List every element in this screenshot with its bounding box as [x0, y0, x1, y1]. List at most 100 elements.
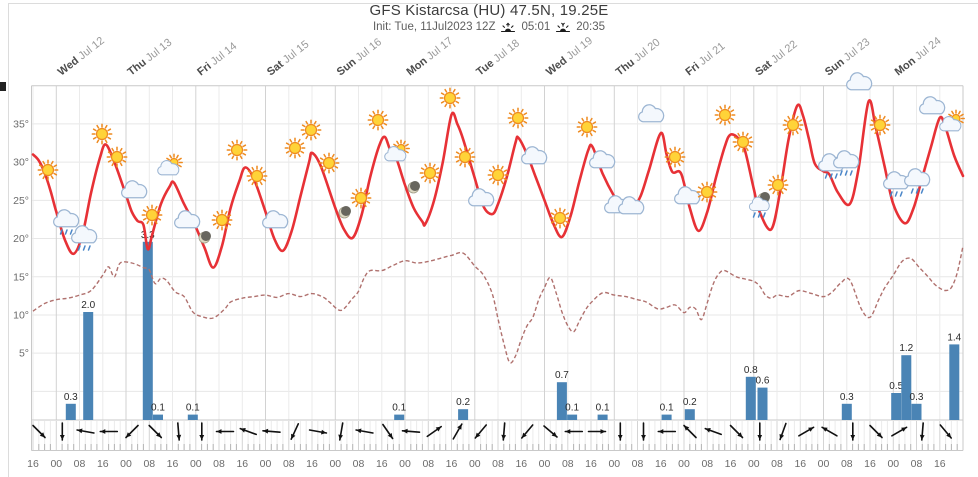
precip-value-label: 0.2: [456, 397, 470, 408]
sun-icon: [37, 159, 59, 181]
day-label: Sat Jul 15: [265, 38, 311, 78]
grid: [31, 85, 964, 451]
wind-arrow: [215, 429, 235, 434]
page-title: GFS Kistarcsa (HU) 47.5N, 19.25E: [369, 2, 609, 19]
precip-value-label: 0.2: [683, 397, 697, 408]
svg-text:Sat Jul 15: Sat Jul 15: [265, 38, 311, 78]
chart-header: GFS Kistarcsa (HU) 47.5N, 19.25E Init: T…: [0, 2, 978, 34]
hour-label: 00: [818, 458, 830, 470]
frame-top-border: [8, 3, 978, 4]
cloud-icon: [157, 160, 180, 176]
wind-arrow: [587, 429, 607, 434]
hour-label: 00: [887, 458, 899, 470]
wind-arrow: [617, 422, 623, 441]
day-label: Mon Jul 17: [404, 35, 455, 78]
sun-icon: [300, 119, 322, 141]
wind-arrow: [919, 422, 925, 441]
raindrop-icon: [64, 229, 68, 235]
sun-icon: [284, 137, 306, 159]
rain-cloud-icon: [71, 225, 98, 251]
precip-value-label: 0.1: [596, 403, 610, 414]
sun-icon: [869, 114, 891, 136]
precip-bar: [757, 387, 768, 420]
hour-label: 08: [74, 458, 86, 470]
sun-icon: [664, 146, 686, 168]
cloud-icon: [919, 96, 946, 115]
hour-label: 00: [120, 458, 132, 470]
precip-bar: [911, 403, 922, 420]
sun-icon: [576, 116, 598, 138]
sunrise-icon: [501, 22, 516, 33]
precip-bar: [661, 414, 672, 420]
sun-icon: [211, 209, 233, 231]
wind-arrow: [729, 424, 744, 439]
sun-icon: [318, 152, 340, 174]
wind-arrow: [262, 428, 281, 434]
precip-value-label: 0.3: [910, 392, 924, 403]
precip-bar: [394, 414, 405, 420]
cloud-icon: [674, 186, 701, 205]
rain-cloud-icon: [904, 168, 931, 194]
hour-label: 08: [143, 458, 155, 470]
weather-icons: [37, 72, 965, 251]
day-label: Wed Jul 12: [56, 35, 107, 79]
precip-bar: [142, 241, 153, 420]
hour-label: 16: [306, 458, 318, 470]
wind-arrow: [32, 424, 46, 439]
svg-text:Mon Jul 17: Mon Jul 17: [404, 35, 455, 78]
sun-icon: [226, 139, 248, 161]
precip-value-label: 0.1: [392, 403, 406, 414]
sun-icon: [284, 137, 306, 159]
raindrop-icon: [757, 212, 761, 218]
precip-value-label: 1.4: [947, 332, 961, 343]
sun-icon: [141, 204, 163, 226]
hour-label: 08: [841, 458, 853, 470]
wind-arrow: [850, 422, 856, 441]
precip-value-label: 0.3: [64, 392, 78, 403]
sun-icon: [767, 174, 789, 196]
sun-icon: [439, 87, 461, 109]
wind-arrow: [869, 424, 883, 439]
sun-icon: [549, 207, 571, 229]
raindrop-icon: [839, 170, 843, 176]
raindrop-icon: [829, 173, 833, 179]
cloud-icon: [638, 104, 665, 123]
hour-label: 08: [283, 458, 295, 470]
precip-value-label: 0.1: [565, 403, 579, 414]
day-label: Tue Jul 18: [474, 37, 522, 78]
raindrop-icon: [849, 170, 853, 176]
wind-arrow: [704, 427, 723, 436]
hour-label: 00: [50, 458, 62, 470]
wind-arrow: [148, 424, 163, 439]
rain-cloud-icon: [53, 209, 80, 235]
wind-arrow: [176, 422, 182, 441]
precip-value-label: 2.0: [81, 300, 95, 311]
sun-icon: [869, 114, 891, 136]
cloud-icon: [121, 180, 148, 199]
moon-icon: [407, 181, 420, 194]
wind-arrow: [657, 429, 677, 434]
wind-arrow: [779, 422, 787, 441]
precip-bar: [458, 409, 469, 420]
raindrop-icon: [87, 245, 91, 251]
hour-label: 16: [446, 458, 458, 470]
raindrop-icon: [910, 188, 914, 194]
chart-root: 5° 10° 15° 20° 25° 30° 35° Wed Jul 12 Thu Jul 13…: [13, 35, 965, 470]
wind-arrow: [239, 427, 258, 436]
y-tick-label: 25°: [13, 195, 29, 207]
precip-bar: [65, 403, 76, 420]
sun-icon: [419, 162, 441, 184]
cloud-icon: [939, 116, 962, 132]
cloud-icon: [748, 196, 770, 211]
hour-label: 16: [794, 458, 806, 470]
raindrop-icon: [824, 173, 828, 179]
moon-icon: [198, 231, 211, 244]
sun-cloud-icon: [157, 153, 183, 176]
svg-text:Thu Jul 13: Thu Jul 13: [125, 37, 174, 79]
wind-arrow: [125, 424, 139, 439]
moon-icon: [338, 206, 351, 219]
cloud-icon: [121, 180, 148, 199]
sun-icon: [732, 131, 754, 153]
chart-subtitle: Init: Tue, 11Jul2023 12Z 05:01 20:35: [0, 20, 978, 34]
